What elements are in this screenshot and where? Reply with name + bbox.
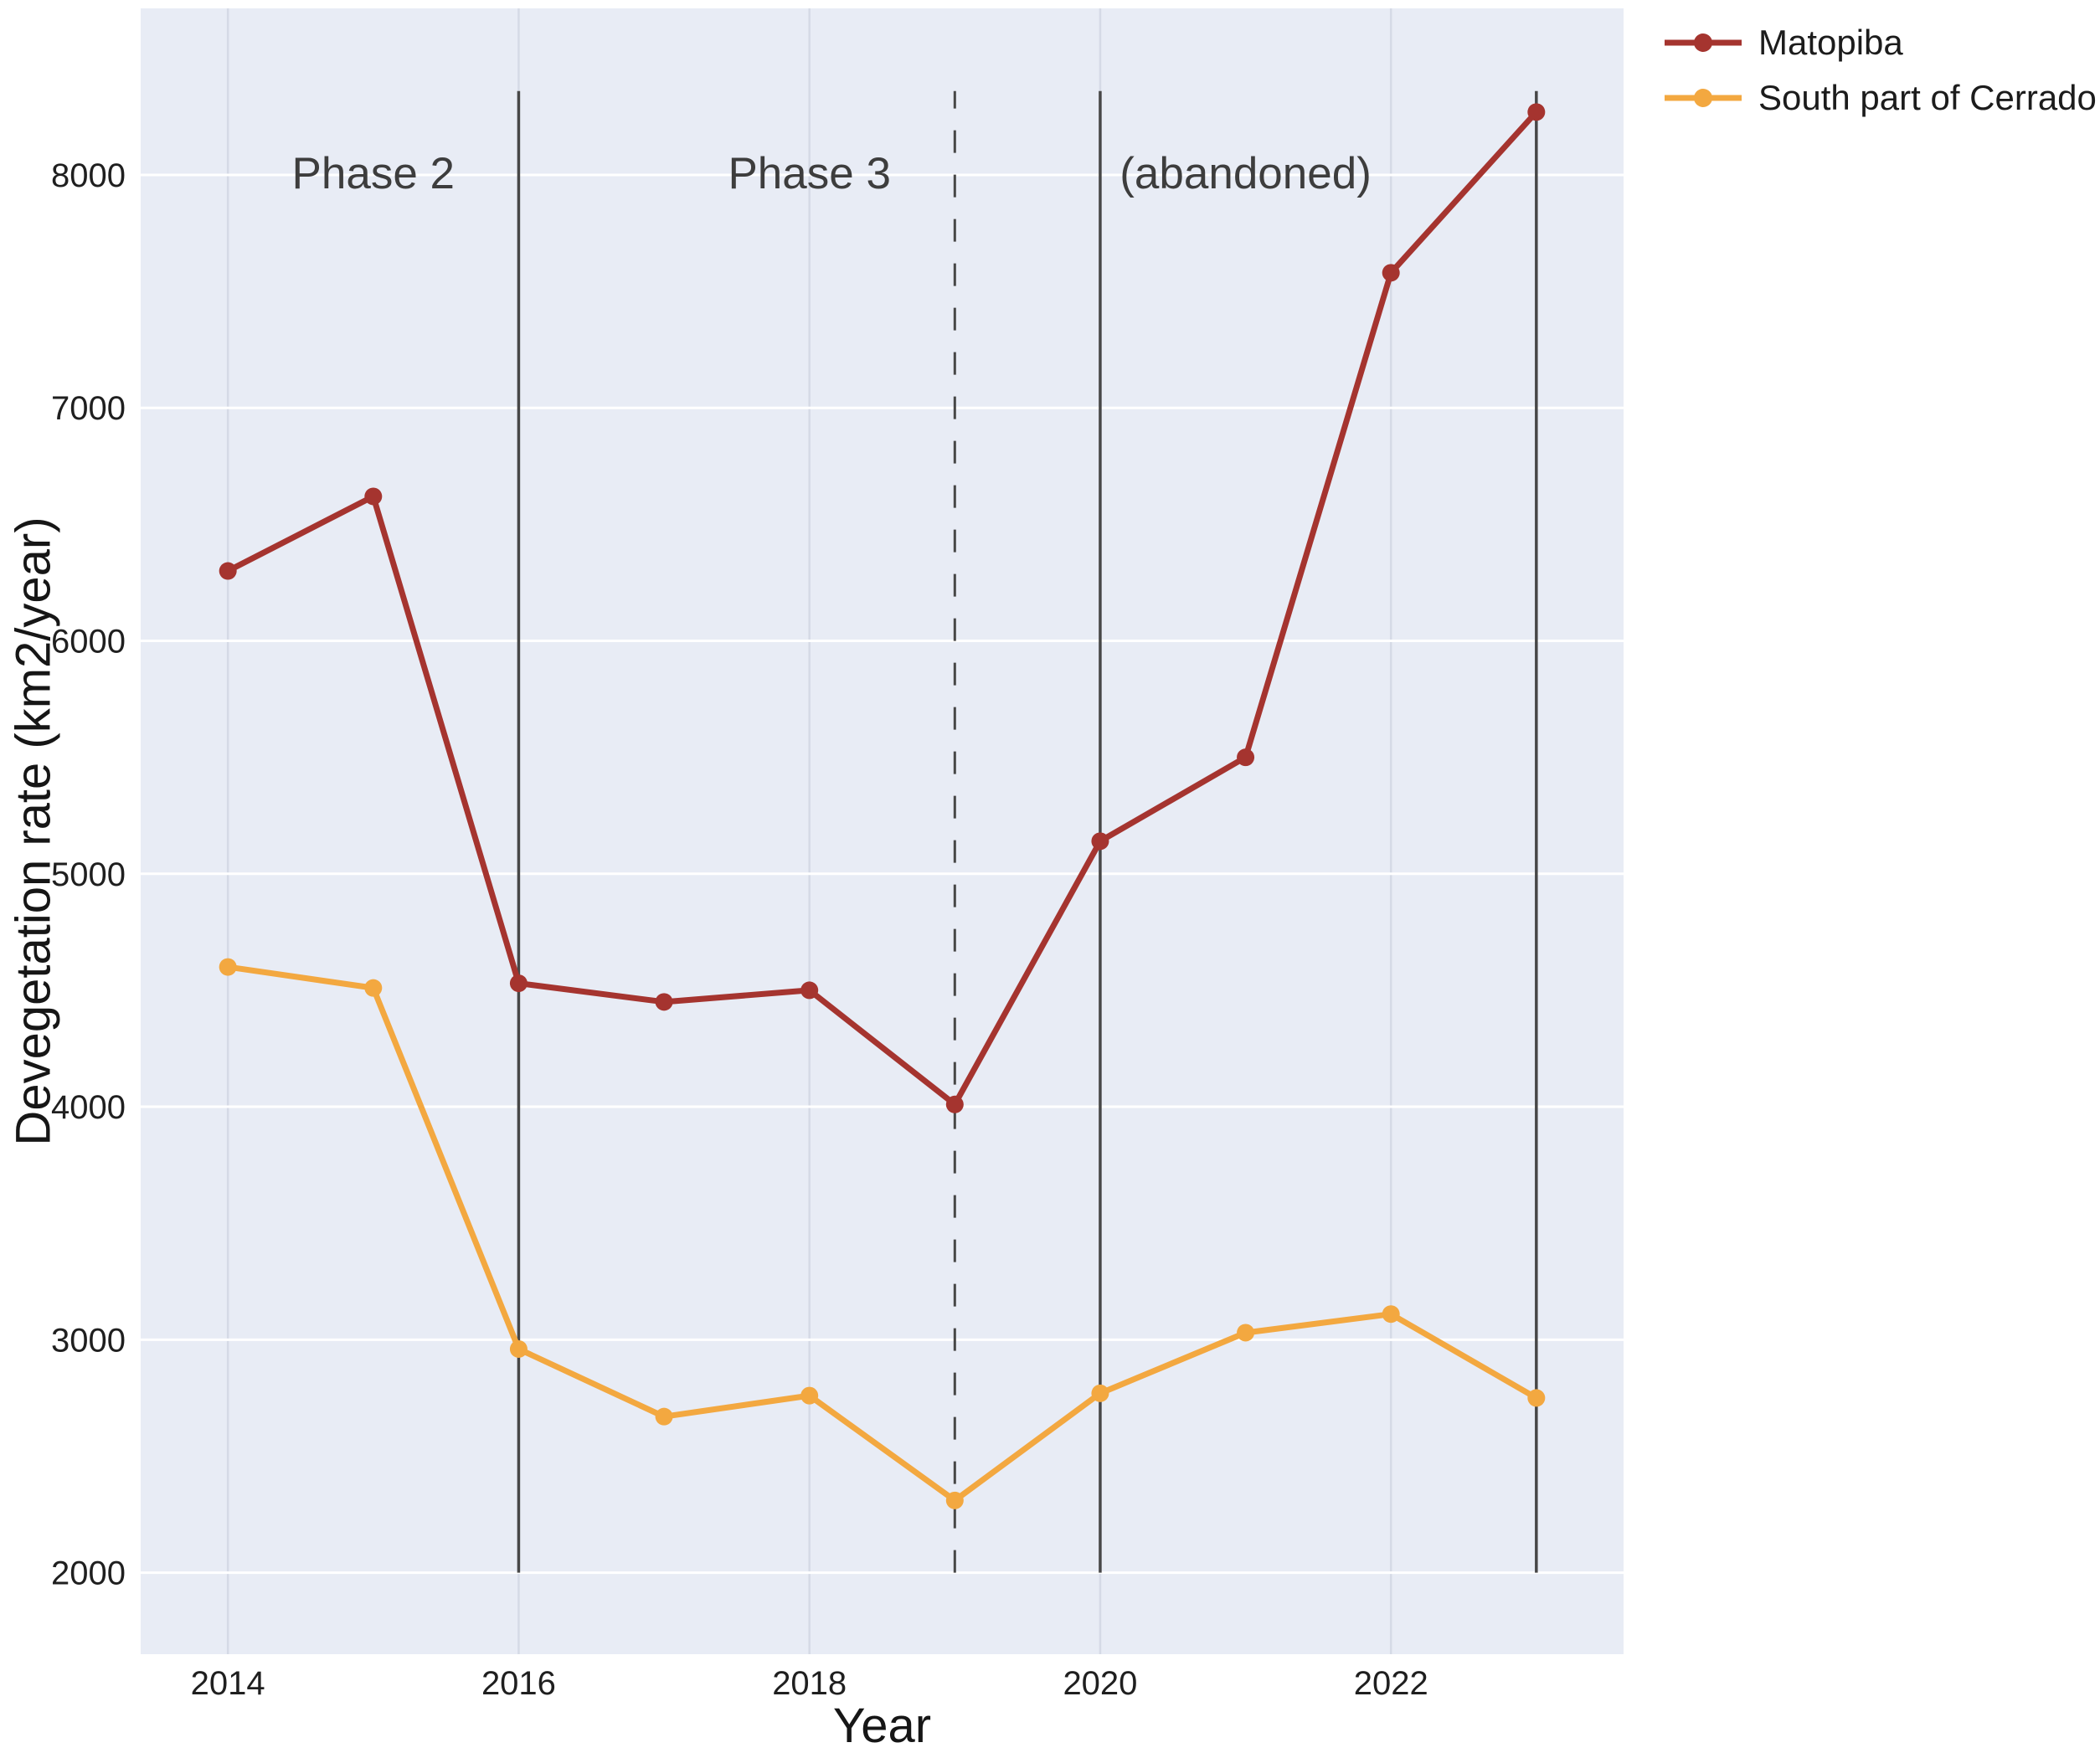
data-point (1382, 264, 1400, 282)
data-point (509, 974, 528, 993)
y-tick-label: 4000 (51, 1089, 126, 1126)
data-point (1527, 103, 1546, 121)
data-point (1527, 1389, 1546, 1407)
data-point (364, 487, 383, 506)
legend: Matopiba South part of Cerrado (1663, 22, 2097, 119)
x-tick-label: 2022 (1354, 1665, 1428, 1702)
data-point (219, 958, 237, 976)
y-tick-label: 5000 (51, 856, 126, 893)
plot-area (141, 8, 1624, 1654)
data-point (655, 993, 673, 1011)
legend-label-matopiba: Matopiba (1758, 23, 1903, 62)
data-point (1237, 1324, 1255, 1342)
legend-swatch-matopiba-icon (1665, 33, 1742, 52)
data-point (1091, 1384, 1109, 1402)
data-point (800, 981, 819, 1000)
y-tick-label: 2000 (51, 1555, 126, 1592)
y-tick-label: 6000 (51, 624, 126, 661)
data-point (1382, 1305, 1400, 1324)
phase-annotation: Phase 2 (292, 149, 455, 198)
x-axis-title: Year (832, 1699, 932, 1753)
legend-swatch-south-cerrado-icon (1665, 89, 1742, 107)
y-tick-label: 8000 (51, 157, 126, 194)
data-point (655, 1407, 673, 1426)
x-tick-label: 2020 (1063, 1665, 1137, 1702)
series-line-matopiba (224, 109, 1540, 1108)
series-line-south-cerrado (224, 964, 1540, 1504)
data-point (1237, 748, 1255, 767)
x-tick-label: 2014 (191, 1665, 265, 1702)
data-point (219, 562, 237, 580)
legend-label-south-cerrado: South part of Cerrado (1758, 78, 2097, 117)
legend-item-matopiba: Matopiba (1663, 22, 2097, 64)
data-point (945, 1095, 964, 1113)
x-tick-label: 2016 (481, 1665, 556, 1702)
data-point (509, 1339, 528, 1358)
x-tick-label: 2018 (772, 1665, 847, 1702)
phase-annotation: (abandoned) (1119, 149, 1372, 198)
y-tick-label: 3000 (51, 1322, 126, 1359)
data-point (800, 1386, 819, 1405)
legend-item-south-cerrado: South part of Cerrado (1663, 77, 2097, 119)
y-axis-title: Devegetation rate (km2/year) (6, 517, 61, 1146)
data-point (945, 1491, 964, 1509)
phase-annotation: Phase 3 (728, 149, 890, 198)
data-point (364, 979, 383, 997)
y-tick-label: 7000 (51, 390, 126, 427)
data-point (1091, 832, 1109, 851)
